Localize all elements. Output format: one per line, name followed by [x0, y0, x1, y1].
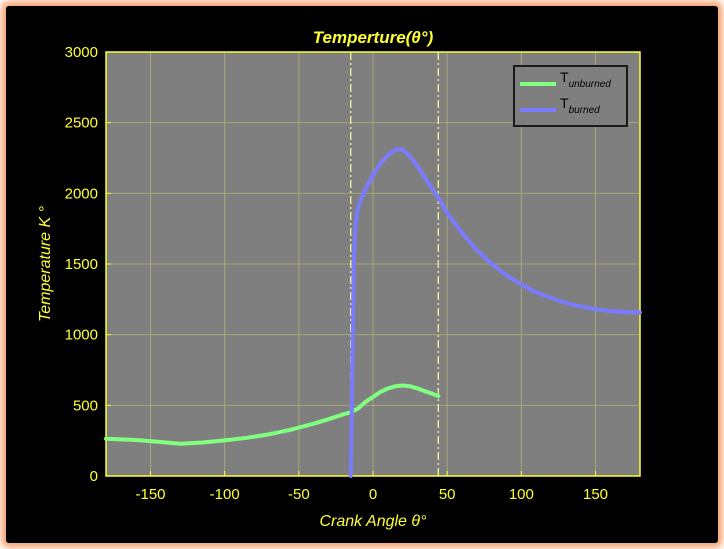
- legend-label-unburned: Tunburned: [560, 69, 611, 90]
- y-tick-labels: 0 500 1000 1500 2000 2500 3000: [65, 44, 98, 485]
- x-tick-label: -50: [288, 486, 310, 503]
- series-group: [104, 147, 642, 478]
- x-tick-label: 0: [369, 486, 377, 503]
- y-tick-label: 2000: [65, 185, 98, 202]
- chart-title: Temperture(θ°): [313, 28, 434, 47]
- x-tick-label: 150: [583, 486, 608, 503]
- y-tick-label: 500: [73, 397, 98, 414]
- legend-box: [513, 65, 628, 127]
- y-axis-label: Temperature K °: [37, 205, 54, 322]
- series-line-burned: [348, 147, 642, 478]
- x-tick-labels: -150 -100 -50 0 50 100 150: [135, 486, 608, 503]
- x-axis-label: Crank Angle θ°: [320, 513, 428, 530]
- y-tick-label: 3000: [65, 44, 98, 61]
- y-tick-label: 2500: [65, 115, 98, 132]
- x-tick-label: -100: [210, 486, 240, 503]
- x-tick-label: 50: [439, 486, 456, 503]
- y-tick-label: 1500: [65, 256, 98, 273]
- x-tick-label: 100: [509, 486, 534, 503]
- legend: Tunburned Tburned: [513, 65, 628, 127]
- legend-label-burned: Tburned: [560, 95, 600, 116]
- y-tick-label: 0: [90, 468, 98, 485]
- x-tick-label: -150: [135, 486, 165, 503]
- y-tick-label: 1000: [65, 327, 98, 344]
